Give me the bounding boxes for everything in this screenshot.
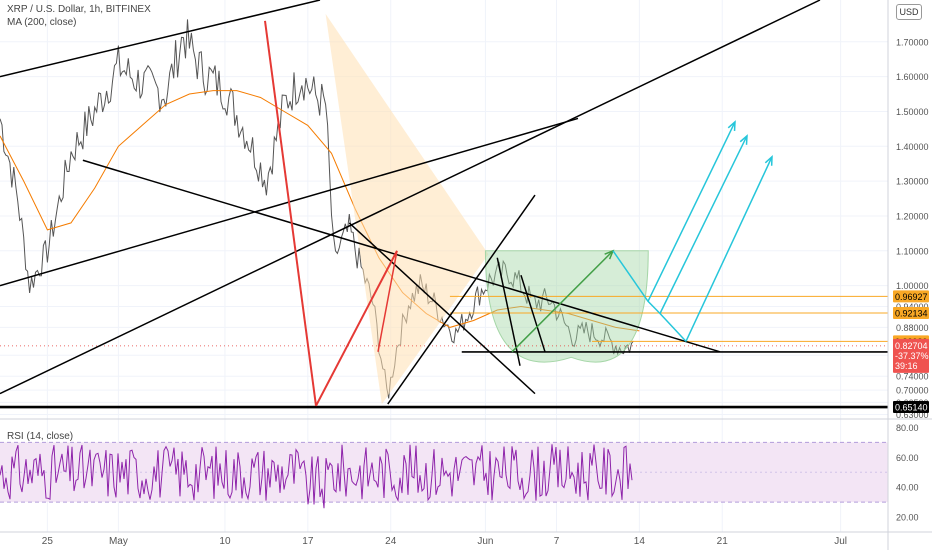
x-tick-label: 21 — [717, 536, 729, 547]
y-tick-label: 0.74000 — [896, 372, 929, 382]
rising-trendline-short — [387, 194, 536, 405]
y-tick-label: 1.50000 — [896, 107, 929, 117]
falling-trendline — [82, 159, 721, 353]
wedge-upper-line — [520, 274, 546, 353]
cyan-path — [612, 250, 687, 342]
y-tick-label: 0.63000 — [896, 410, 929, 420]
cyan-arrow-2 — [659, 135, 748, 314]
rsi-panel[interactable] — [0, 441, 888, 509]
y-tick-label: 0.70000 — [896, 386, 929, 396]
x-tick-label: 10 — [219, 536, 231, 547]
x-tick-label: 25 — [42, 536, 54, 547]
x-tick-label: 24 — [385, 536, 397, 547]
long-rising-trendline — [0, 0, 821, 395]
current-price-label: 39:16 — [895, 361, 918, 371]
green-projection-arrow — [511, 250, 614, 353]
cyan-arrow-1-head — [727, 120, 736, 131]
x-tick-label: 14 — [634, 536, 646, 547]
rsi-tick-label: 80.00 — [896, 423, 919, 433]
red-impulse-line — [264, 20, 317, 406]
price-label-box — [893, 290, 929, 303]
rsi-series-line[interactable] — [0, 444, 633, 509]
y-tick-label: 1.20000 — [896, 211, 929, 221]
red-retrace-line-2 — [377, 250, 398, 352]
y-tick-label: 1.30000 — [896, 177, 929, 187]
y-tick-label: 1.10000 — [896, 246, 929, 256]
current-price-label: 0.82704 — [895, 341, 928, 351]
rsi-tick-label: 40.00 — [896, 483, 919, 493]
y-tick-label: 1.00000 — [896, 281, 929, 291]
x-tick-label: Jun — [477, 536, 493, 547]
price-label: 0.92134 — [895, 309, 928, 319]
wedge-shade — [325, 13, 489, 405]
drawings-layer — [0, 0, 888, 409]
y-tick-label: 1.60000 — [896, 72, 929, 82]
price-label-box — [893, 307, 929, 320]
currency-badge[interactable]: USD — [896, 4, 922, 20]
symbol-legend[interactable]: XRP / U.S. Dollar, 1h, BITFINEX — [7, 4, 151, 15]
x-tick-label: 17 — [302, 536, 314, 547]
cyan-arrow-3 — [685, 156, 773, 342]
current-price-box — [893, 338, 929, 373]
price-label: 0.65140 — [895, 403, 928, 413]
y-tick-label: 0.88000 — [896, 323, 929, 333]
x-tick-label: Jul — [834, 536, 847, 547]
rsi-legend[interactable]: RSI (14, close) — [7, 431, 74, 442]
price-label: 0.96927 — [895, 292, 928, 302]
cyan-arrow-3-head — [764, 155, 773, 166]
upper-trendline — [0, 0, 321, 78]
ma-legend[interactable]: MA (200, close) — [7, 17, 77, 28]
rsi-tick-label: 20.00 — [896, 513, 919, 523]
price-label-box — [893, 401, 929, 414]
y-tick-label: 1.40000 — [896, 142, 929, 152]
red-retrace-line — [315, 250, 398, 407]
current-price-label: -37.37% — [895, 351, 929, 361]
cyan-arrow-1 — [647, 121, 736, 302]
falling-trendline-2 — [348, 222, 536, 395]
x-tick-label: 7 — [554, 536, 560, 547]
cyan-arrow-2-head — [739, 134, 748, 145]
rsi-tick-label: 60.00 — [896, 453, 919, 463]
x-tick-label: May — [109, 536, 128, 547]
y-tick-label: 1.70000 — [896, 37, 929, 47]
